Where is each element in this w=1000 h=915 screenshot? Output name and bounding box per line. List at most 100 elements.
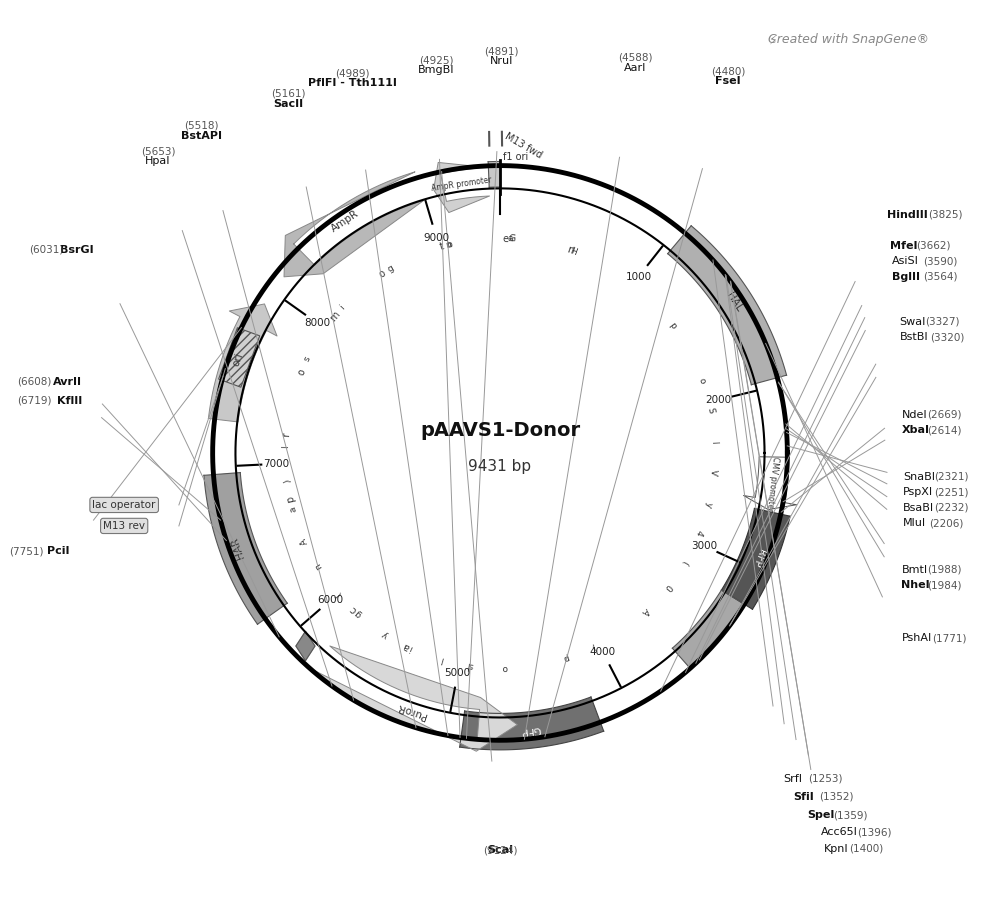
Text: s: s [302, 355, 312, 363]
Polygon shape [460, 697, 604, 750]
Text: (4588): (4588) [618, 52, 652, 62]
Text: BstBI: BstBI [900, 332, 928, 342]
Text: MluI: MluI [903, 518, 926, 528]
Text: (4891): (4891) [485, 46, 519, 56]
Text: MfeI: MfeI [890, 241, 918, 251]
Text: (: ( [334, 589, 343, 597]
Text: (9124): (9124) [483, 834, 517, 856]
Text: (5518): (5518) [184, 121, 219, 131]
Text: (2251): (2251) [934, 487, 969, 497]
Text: (3590): (3590) [923, 256, 958, 266]
Text: BsaBI: BsaBI [903, 502, 934, 512]
Text: (4989): (4989) [335, 68, 369, 78]
Text: A: A [640, 606, 650, 616]
Text: 3000: 3000 [691, 541, 717, 551]
Text: o: o [501, 662, 507, 672]
Text: AvrII: AvrII [53, 377, 82, 387]
Polygon shape [668, 226, 787, 384]
Text: SnaBI: SnaBI [903, 471, 935, 481]
Text: V: V [709, 468, 718, 476]
Polygon shape [721, 509, 790, 609]
Text: (3327): (3327) [925, 317, 960, 327]
Text: SacII: SacII [273, 99, 303, 109]
Text: ⚡: ⚡ [769, 33, 778, 47]
Text: Acc65I: Acc65I [821, 827, 858, 837]
Text: BstAPI: BstAPI [181, 131, 222, 141]
Text: l: l [569, 246, 575, 255]
Text: p: p [667, 320, 678, 330]
Text: r: r [281, 432, 292, 436]
Text: y: y [703, 501, 713, 508]
Text: 2000: 2000 [705, 395, 731, 405]
Text: (3825): (3825) [928, 210, 963, 220]
Text: pAAVS1-Donor: pAAVS1-Donor [420, 421, 580, 439]
Polygon shape [744, 457, 797, 510]
Text: 9000: 9000 [423, 232, 450, 242]
Text: 8000: 8000 [304, 318, 330, 328]
Text: y: y [381, 629, 390, 640]
Text: (1400): (1400) [850, 844, 884, 854]
Text: (2321): (2321) [934, 471, 969, 481]
Text: HAL: HAL [725, 291, 744, 314]
Text: a: a [402, 640, 412, 651]
Text: lac operator: lac operator [92, 500, 156, 510]
Text: (1396): (1396) [857, 827, 892, 837]
Text: (7751): (7751) [9, 546, 44, 556]
Text: HpaI: HpaI [145, 156, 171, 167]
Text: (6719): (6719) [17, 396, 51, 406]
Polygon shape [296, 631, 315, 661]
Text: e: e [502, 233, 508, 243]
Text: m: m [328, 309, 342, 323]
Text: o: o [378, 268, 388, 279]
Text: SfiI: SfiI [794, 791, 814, 802]
Text: (2232): (2232) [934, 502, 969, 512]
Text: PciI: PciI [47, 546, 69, 556]
Text: NruI: NruI [490, 56, 514, 66]
Text: FseI: FseI [715, 76, 741, 86]
Polygon shape [672, 590, 745, 669]
Bar [219, 328, 260, 387]
Text: (3564): (3564) [923, 272, 958, 282]
Text: o: o [697, 377, 707, 384]
Polygon shape [204, 472, 287, 624]
Text: l: l [710, 440, 719, 444]
Text: i: i [408, 643, 414, 652]
Text: t: t [438, 242, 445, 252]
Text: g: g [353, 608, 364, 619]
Text: g: g [386, 264, 396, 274]
Text: M13 fwd: M13 fwd [503, 131, 544, 160]
Text: ScaI: ScaI [487, 845, 513, 856]
Polygon shape [434, 163, 490, 212]
Text: n: n [445, 240, 452, 250]
Text: p: p [562, 651, 570, 662]
Text: BsrGI: BsrGI [60, 244, 94, 254]
Text: PspXI: PspXI [903, 487, 933, 497]
Text: AmpR: AmpR [329, 209, 361, 234]
Text: H: H [568, 246, 578, 257]
Text: n: n [313, 562, 323, 571]
Text: (6031): (6031) [29, 244, 63, 254]
Polygon shape [488, 161, 500, 188]
Text: HAR: HAR [229, 535, 246, 559]
Text: p: p [285, 494, 296, 502]
Text: (1988): (1988) [927, 565, 962, 575]
Text: 9431 bp: 9431 bp [468, 459, 532, 474]
Text: l: l [281, 446, 290, 448]
Text: (2669): (2669) [927, 410, 962, 420]
Text: (3320): (3320) [931, 332, 965, 342]
Polygon shape [310, 646, 517, 751]
Text: PflFI - Tth111I: PflFI - Tth111I [308, 78, 397, 88]
Text: (1253): (1253) [809, 773, 843, 783]
Text: A: A [299, 536, 310, 545]
Text: 6000: 6000 [317, 595, 344, 605]
Text: (1984): (1984) [927, 580, 962, 590]
Text: SpeI: SpeI [807, 810, 835, 820]
Text: BmtI: BmtI [901, 565, 928, 575]
Text: ): ) [590, 641, 597, 651]
Polygon shape [284, 172, 424, 277]
Text: NdeI: NdeI [901, 410, 927, 420]
Text: ): ) [283, 479, 292, 483]
Text: (1352): (1352) [819, 791, 854, 802]
Text: (5161): (5161) [271, 89, 306, 99]
Text: a: a [508, 234, 514, 243]
